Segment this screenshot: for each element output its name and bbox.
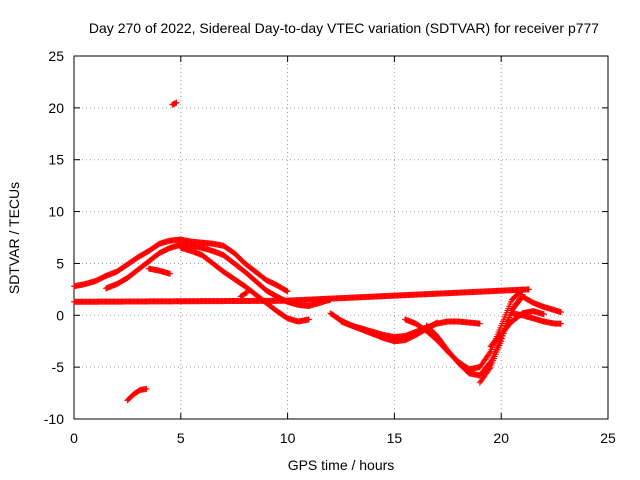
y-tick-label: 20 [48,100,64,116]
y-axis-label: SDTVAR / TECUs [6,182,22,294]
y-tick-label: 15 [48,152,64,168]
data-point [243,290,250,297]
y-tick-label: 0 [56,307,64,323]
data-points [71,99,565,404]
data-point [143,385,150,392]
data-point [486,365,493,372]
y-tick-label: 25 [48,48,64,64]
data-point [499,335,506,342]
data-point [486,349,493,356]
x-tick-label: 5 [177,430,185,446]
data-point [558,320,565,327]
data-point [167,270,174,277]
data-point [284,288,291,295]
x-tick-label: 0 [70,430,78,446]
data-point [506,314,513,321]
grid [74,56,608,419]
data-point [173,99,180,106]
chart-title: Day 270 of 2022, Sidereal Day-to-day VTE… [89,20,599,36]
plot-frame [73,55,609,420]
data-point [525,286,532,293]
data-point [244,289,251,296]
data-point [476,320,483,327]
x-axis-label: GPS time / hours [288,457,395,473]
y-tick-label: -5 [52,359,65,375]
data-point [283,287,290,294]
y-tick-label: -10 [44,411,64,427]
data-point [498,338,505,345]
x-tick-label: 15 [387,430,403,446]
x-tick-label: 25 [600,430,616,446]
data-point [305,316,312,323]
data-point [433,320,440,327]
x-tick-label: 10 [280,430,296,446]
axis-ticks: 0 5 10 15 20 25 -10 -5 0 5 10 15 20 25 [44,48,616,446]
x-tick-label: 20 [493,430,509,446]
data-point [540,311,547,318]
data-point [434,319,441,326]
y-tick-label: 5 [56,255,64,271]
y-tick-label: 10 [48,204,64,220]
data-point [558,309,565,316]
